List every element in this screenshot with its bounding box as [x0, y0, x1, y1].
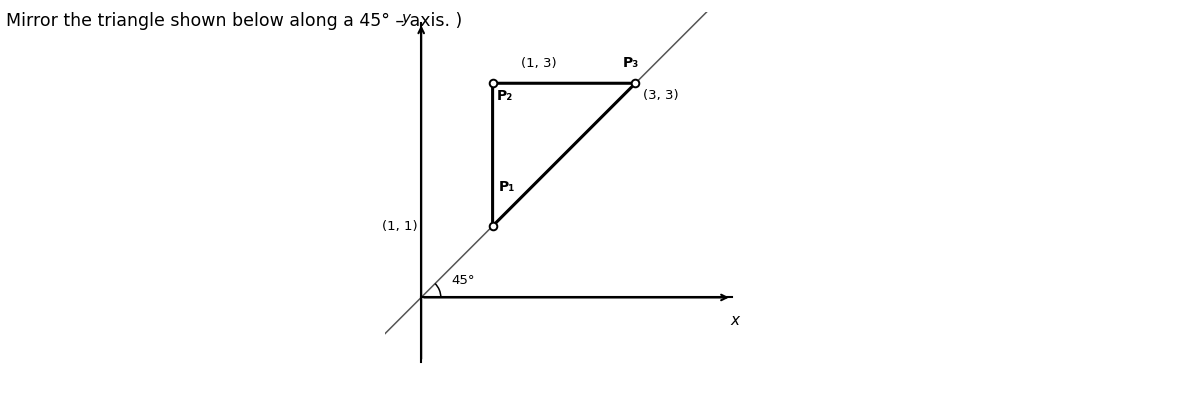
Text: y: y — [402, 11, 410, 26]
Text: 45°: 45° — [451, 274, 475, 287]
Text: P₂: P₂ — [497, 89, 514, 103]
Text: P₃: P₃ — [623, 56, 638, 70]
Text: Mirror the triangle shown below along a 45° – axis. ): Mirror the triangle shown below along a … — [6, 12, 462, 30]
Text: P₁: P₁ — [498, 180, 515, 194]
Text: x: x — [731, 313, 740, 328]
Text: (3, 3): (3, 3) — [642, 89, 678, 102]
Text: (1, 3): (1, 3) — [521, 57, 557, 70]
Text: (1, 1): (1, 1) — [382, 220, 418, 233]
